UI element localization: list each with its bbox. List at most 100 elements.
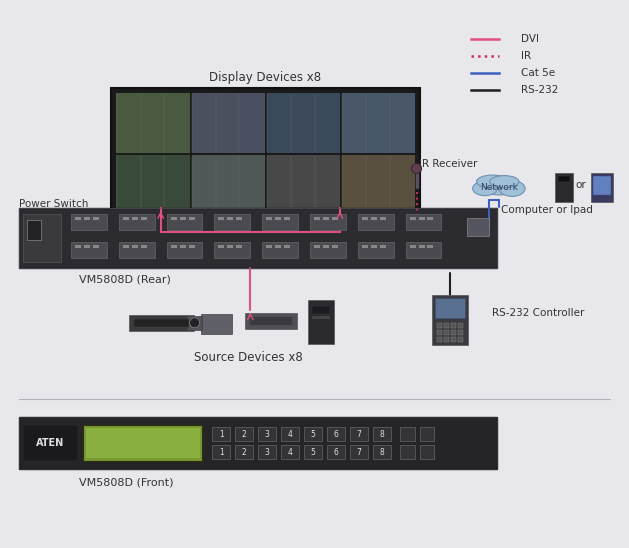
- Circle shape: [411, 163, 421, 174]
- Bar: [406, 242, 442, 258]
- Bar: [132, 218, 138, 220]
- Bar: [83, 425, 203, 461]
- Text: 1: 1: [219, 448, 224, 456]
- Text: Source Devices x8: Source Devices x8: [194, 351, 303, 364]
- Bar: [23, 214, 61, 262]
- Circle shape: [189, 318, 199, 328]
- Bar: [358, 214, 394, 230]
- Bar: [284, 245, 290, 248]
- Bar: [259, 445, 276, 459]
- Bar: [350, 445, 368, 459]
- Bar: [327, 427, 345, 441]
- Bar: [341, 154, 415, 215]
- Text: 8: 8: [379, 430, 384, 439]
- Bar: [187, 316, 203, 330]
- Bar: [332, 218, 338, 220]
- Text: 7: 7: [357, 430, 361, 439]
- Bar: [266, 218, 272, 220]
- Bar: [409, 245, 416, 248]
- Text: 3: 3: [265, 430, 270, 439]
- Bar: [259, 427, 276, 441]
- Text: IR: IR: [521, 51, 532, 61]
- Bar: [428, 218, 433, 220]
- Bar: [235, 445, 253, 459]
- Text: Cat 5e: Cat 5e: [521, 68, 555, 78]
- Bar: [191, 154, 265, 215]
- Bar: [304, 445, 322, 459]
- Text: Power Switch: Power Switch: [19, 199, 89, 209]
- Bar: [323, 218, 329, 220]
- Bar: [332, 245, 338, 248]
- Bar: [418, 218, 425, 220]
- Text: VM5808D (Front): VM5808D (Front): [79, 478, 174, 488]
- Bar: [591, 173, 613, 202]
- Bar: [370, 218, 377, 220]
- Bar: [558, 176, 570, 182]
- Bar: [235, 427, 253, 441]
- Bar: [250, 227, 280, 232]
- Text: 2: 2: [242, 448, 247, 456]
- Bar: [435, 298, 465, 318]
- Ellipse shape: [472, 181, 498, 196]
- Text: Network: Network: [481, 183, 518, 192]
- Bar: [245, 313, 297, 329]
- Bar: [213, 445, 230, 459]
- Text: 4: 4: [287, 430, 292, 439]
- Bar: [115, 93, 189, 153]
- Bar: [445, 323, 449, 328]
- Bar: [262, 214, 298, 230]
- Bar: [141, 218, 147, 220]
- Bar: [111, 88, 420, 227]
- Ellipse shape: [499, 180, 525, 196]
- Bar: [437, 330, 442, 335]
- Bar: [265, 93, 340, 153]
- Bar: [284, 218, 290, 220]
- Bar: [262, 242, 298, 258]
- Bar: [228, 218, 233, 220]
- Bar: [115, 154, 189, 215]
- Bar: [312, 306, 330, 314]
- Bar: [409, 218, 416, 220]
- Bar: [228, 245, 233, 248]
- Bar: [555, 173, 573, 202]
- Bar: [180, 218, 186, 220]
- Bar: [201, 314, 232, 334]
- Bar: [275, 218, 281, 220]
- Bar: [452, 336, 457, 341]
- Bar: [593, 175, 611, 196]
- Bar: [437, 336, 442, 341]
- Bar: [399, 445, 415, 459]
- Text: 6: 6: [333, 448, 338, 456]
- Text: DVI: DVI: [521, 34, 539, 44]
- Ellipse shape: [490, 175, 519, 188]
- Bar: [445, 330, 449, 335]
- Bar: [314, 218, 320, 220]
- Bar: [214, 242, 250, 258]
- Bar: [467, 218, 489, 236]
- Bar: [119, 242, 155, 258]
- Bar: [123, 245, 129, 248]
- Text: 5: 5: [311, 448, 316, 456]
- Bar: [213, 427, 230, 441]
- Bar: [189, 245, 194, 248]
- Bar: [214, 214, 250, 230]
- Bar: [119, 214, 155, 230]
- Text: 6: 6: [333, 430, 338, 439]
- Bar: [237, 218, 242, 220]
- Bar: [445, 336, 449, 341]
- Bar: [93, 245, 99, 248]
- Bar: [380, 245, 386, 248]
- Bar: [218, 218, 225, 220]
- Bar: [437, 323, 442, 328]
- Bar: [362, 218, 368, 220]
- Bar: [189, 218, 194, 220]
- Bar: [312, 316, 330, 319]
- Bar: [323, 245, 329, 248]
- Bar: [459, 323, 464, 328]
- Text: or: or: [576, 180, 586, 191]
- Text: VM5808D (Rear): VM5808D (Rear): [79, 275, 171, 285]
- Bar: [93, 218, 99, 220]
- Bar: [350, 427, 368, 441]
- Bar: [433, 295, 469, 345]
- Bar: [167, 242, 203, 258]
